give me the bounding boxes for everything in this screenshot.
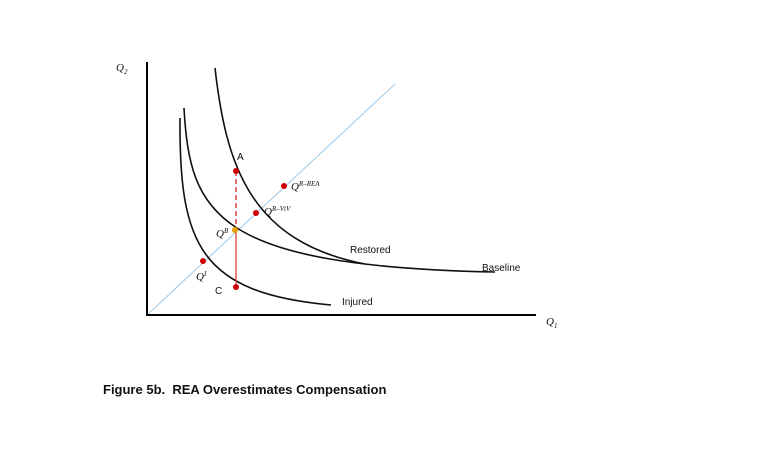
x-axis-label: Q1 [546, 316, 557, 330]
caption: Figure 5b. REA Overestimates Compensatio… [103, 382, 386, 397]
text-part: B [224, 227, 229, 235]
diagonal [146, 83, 396, 316]
point-q-r-vtv [253, 210, 259, 216]
text-part: R–REA [298, 180, 320, 188]
injured-curve [179, 117, 332, 306]
label-q-r-rea: QR–REA [291, 180, 320, 193]
label-a: A [237, 152, 244, 163]
label-q-b: QB [216, 227, 229, 240]
label-restored: Restored [350, 245, 391, 256]
baseline-curve [183, 107, 496, 273]
label-injured: Injured [342, 297, 373, 308]
text-part: I [203, 270, 207, 278]
text-part: Q [264, 206, 272, 218]
point-q-r-rea [281, 183, 287, 189]
label-baseline: Baseline [482, 263, 521, 274]
text-part: 2 [124, 68, 128, 76]
point-q-i [200, 258, 206, 264]
label-c: C [215, 286, 222, 297]
text-part: Q [116, 62, 124, 74]
y-axis-label: Q2 [116, 62, 128, 76]
label-q-i: QI [196, 270, 207, 283]
point-c [233, 284, 239, 290]
label-q-r-vtv: QR–VtV [264, 205, 291, 218]
text-part: Q [546, 316, 554, 328]
text-part: 1 [554, 322, 558, 330]
text-part: R–VtV [271, 205, 291, 213]
point-q-b [232, 227, 238, 233]
text-part: Q [196, 271, 204, 283]
text-part: Q [291, 181, 299, 193]
restored-curve [214, 67, 366, 265]
point-a [233, 168, 239, 174]
text-part: Q [216, 228, 224, 240]
